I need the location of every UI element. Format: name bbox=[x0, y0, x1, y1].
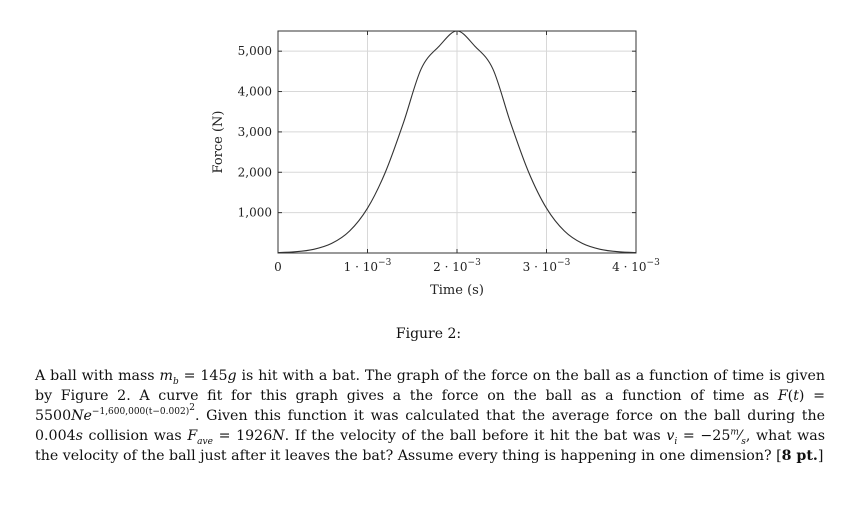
y-axis-ticks: 1,000 2,000 3,000 4,000 5,000 bbox=[238, 44, 636, 220]
problem-text: A ball with mass mb = 145g is hit with a… bbox=[35, 368, 826, 464]
x-tick-label: 0 bbox=[274, 260, 282, 274]
figure-caption: Figure 2: bbox=[395, 326, 462, 342]
x-tick-label: 2 · 10−3 bbox=[433, 258, 481, 274]
y-tick-label: 5,000 bbox=[238, 44, 272, 58]
x-axis-label: Time (s) bbox=[430, 283, 484, 298]
force-curve bbox=[277, 30, 637, 254]
x-tick-label: 3 · 10−3 bbox=[523, 258, 571, 274]
x-tick-label: 1 · 10−3 bbox=[344, 258, 392, 274]
y-tick-label: 2,000 bbox=[238, 165, 272, 179]
y-tick-label: 1,000 bbox=[238, 206, 272, 220]
x-tick-label: 4 · 10−3 bbox=[612, 258, 660, 274]
x-axis-ticks: 0 1 · 10−3 2 · 10−3 3 · 10−3 4 · 10−3 bbox=[274, 31, 660, 274]
y-tick-label: 4,000 bbox=[238, 85, 272, 99]
chart-grid bbox=[278, 31, 636, 253]
points-label: 8 pt. bbox=[781, 448, 818, 464]
force-time-chart: 0 1 · 10−3 2 · 10−3 3 · 10−3 4 · 10−3 1,000 2… bbox=[211, 30, 660, 298]
y-axis-label: Force (N) bbox=[211, 111, 226, 174]
y-tick-label: 3,000 bbox=[238, 125, 272, 139]
